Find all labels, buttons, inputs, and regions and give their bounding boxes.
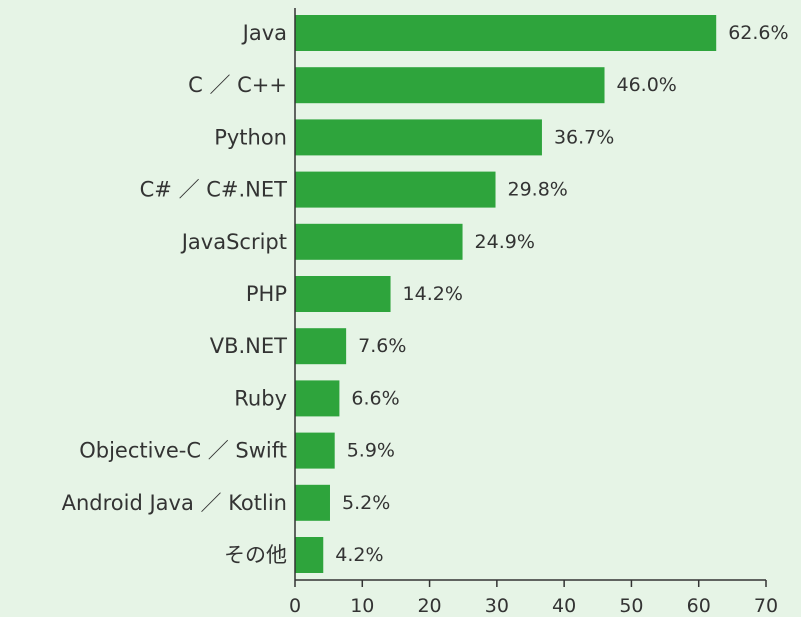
x-tick-label: 30	[485, 595, 509, 617]
category-label: C ／ C++	[188, 73, 287, 97]
bar	[295, 484, 330, 521]
bar	[295, 15, 717, 51]
bar	[295, 380, 340, 417]
value-label: 5.9%	[347, 440, 395, 462]
x-tick-label: 70	[754, 595, 778, 617]
category-label: Python	[214, 125, 287, 149]
bar	[295, 171, 496, 208]
value-label: 36.7%	[554, 126, 614, 148]
x-ticks-group: 0 10 20 30 40 50 60 70	[289, 580, 778, 617]
x-tick-label: 20	[417, 595, 441, 617]
x-tick-label: 40	[552, 595, 576, 617]
value-label: 62.6%	[728, 22, 788, 44]
value-label: 29.8%	[508, 179, 568, 201]
bar	[295, 432, 335, 469]
category-label: Ruby	[234, 386, 287, 410]
category-label: PHP	[246, 282, 287, 306]
bar	[295, 223, 463, 260]
x-tick-label: 10	[350, 595, 374, 617]
category-label: Java	[241, 21, 287, 45]
category-label: Objective‐C ／ Swift	[79, 439, 287, 463]
x-tick-label: 60	[687, 595, 711, 617]
category-label: VB.NET	[210, 334, 287, 358]
value-labels-group: 62.6% 46.0% 36.7% 29.8% 24.9% 14.2% 7.6% 6.6% 5.…	[335, 22, 788, 566]
bar	[295, 276, 391, 312]
value-label: 24.9%	[475, 231, 535, 253]
x-tick-label: 50	[619, 595, 643, 617]
category-label: JavaScript	[180, 230, 287, 254]
value-label: 4.2%	[335, 544, 383, 566]
value-label: 46.0%	[617, 74, 677, 96]
category-labels-group: Java C ／ C++ Python C# ／ C#.NET JavaScript PH…	[62, 21, 288, 567]
bars-group	[295, 15, 717, 573]
category-label: Android Java ／ Kotlin	[62, 491, 287, 515]
bar	[295, 119, 542, 156]
bar	[295, 537, 324, 573]
value-label: 6.6%	[351, 387, 399, 409]
x-tick-label: 0	[289, 595, 301, 617]
bar	[295, 67, 605, 104]
value-label: 5.2%	[342, 492, 390, 514]
category-label: その他	[224, 543, 287, 567]
value-label: 14.2%	[403, 283, 463, 305]
bar	[295, 328, 347, 365]
category-label: C# ／ C#.NET	[140, 178, 288, 202]
value-label: 7.6%	[358, 335, 406, 357]
